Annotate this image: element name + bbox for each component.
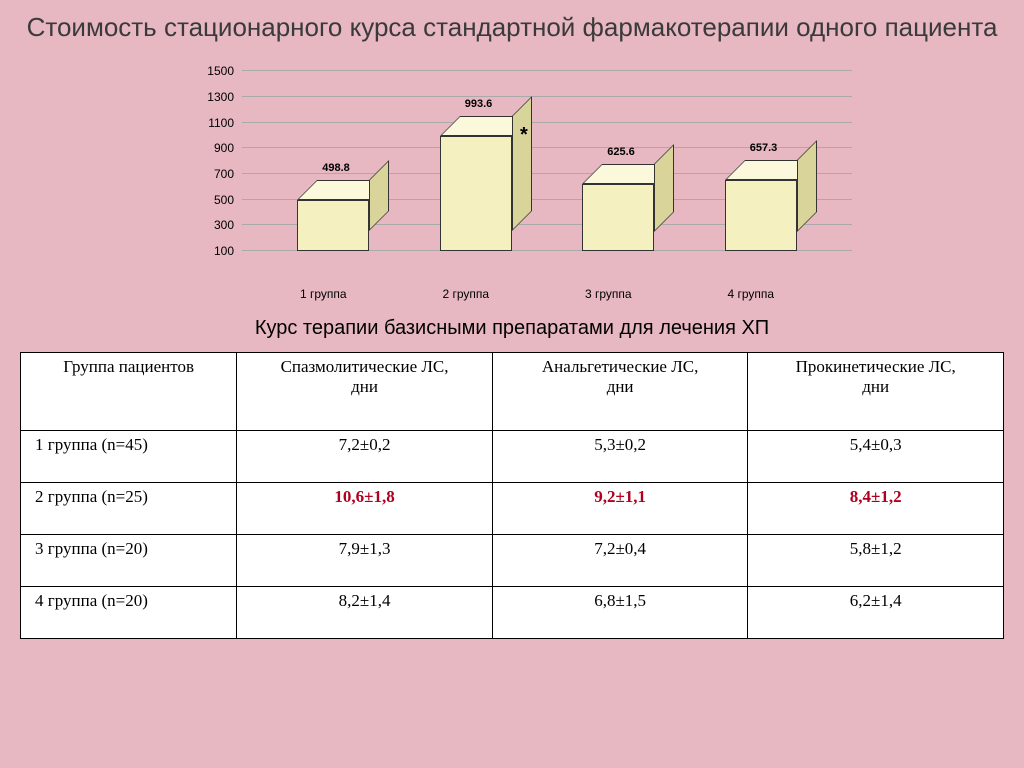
- significance-star: *: [520, 124, 528, 147]
- table-column-header: Спазмолитические ЛС,дни: [237, 353, 493, 431]
- table-header-row: Группа пациентовСпазмолитические ЛС,дниА…: [21, 353, 1004, 431]
- table-body: 1 группа (n=45)7,2±0,25,3±0,25,4±0,32 гр…: [21, 431, 1004, 639]
- bar-front: [582, 184, 654, 252]
- chart-plot: 498.8993.6*625.6657.3: [242, 61, 852, 261]
- y-tick-label: 100: [214, 244, 234, 258]
- table-row: 2 группа (n=25)10,6±1,89,2±1,18,4±1,2: [21, 483, 1004, 535]
- page-title: Стоимость стационарного курса стандартно…: [20, 12, 1004, 43]
- table-column-header: Группа пациентов: [21, 353, 237, 431]
- therapy-table: Группа пациентовСпазмолитические ЛС,дниА…: [20, 352, 1004, 639]
- table-cell: 10,6±1,8: [237, 483, 493, 535]
- slide-page: Стоимость стационарного курса стандартно…: [0, 0, 1024, 768]
- bar-side: [654, 144, 674, 232]
- bar-side: [797, 140, 817, 232]
- y-tick-label: 300: [214, 218, 234, 232]
- table-cell: 7,2±0,4: [492, 535, 748, 587]
- bar-value-label: 498.8: [322, 162, 350, 174]
- table-row: 3 группа (n=20)7,9±1,37,2±0,45,8±1,2: [21, 535, 1004, 587]
- table-subtitle: Курс терапии базисными препаратами для л…: [20, 317, 1004, 340]
- bar: 993.6*: [440, 136, 512, 251]
- bar-front: [440, 136, 512, 251]
- bar: 498.8: [297, 200, 369, 251]
- bar-side: [369, 160, 389, 231]
- y-tick-label: 1500: [207, 64, 234, 78]
- table-cell: 6,8±1,5: [492, 587, 748, 639]
- table-cell: 8,2±1,4: [237, 587, 493, 639]
- table-column-header: Прокинетические ЛС,дни: [748, 353, 1004, 431]
- bar-value-label: 625.6: [607, 146, 635, 158]
- row-label-cell: 1 группа (n=45): [21, 431, 237, 483]
- x-tick-label: 2 группа: [430, 287, 502, 301]
- bar: 657.3: [725, 180, 797, 252]
- y-tick-label: 900: [214, 141, 234, 155]
- x-tick-label: 4 группа: [715, 287, 787, 301]
- row-label-cell: 4 группа (n=20): [21, 587, 237, 639]
- row-label-cell: 2 группа (n=25): [21, 483, 237, 535]
- table-row: 4 группа (n=20)8,2±1,46,8±1,56,2±1,4: [21, 587, 1004, 639]
- x-tick-label: 1 группа: [287, 287, 359, 301]
- table-cell: 5,3±0,2: [492, 431, 748, 483]
- bar: 625.6: [582, 184, 654, 252]
- bar-chart: 100300500700900110013001500 498.8993.6*6…: [172, 61, 852, 301]
- table-cell: 5,4±0,3: [748, 431, 1004, 483]
- bar-front: [725, 180, 797, 252]
- x-axis-labels: 1 группа 2 группа 3 группа 4 группа: [242, 281, 852, 301]
- table-cell: 7,2±0,2: [237, 431, 493, 483]
- x-tick-label: 3 группа: [572, 287, 644, 301]
- table-cell: 7,9±1,3: [237, 535, 493, 587]
- y-axis: 100300500700900110013001500: [172, 71, 242, 251]
- bar-value-label: 993.6: [465, 98, 493, 110]
- row-label-cell: 3 группа (n=20): [21, 535, 237, 587]
- y-tick-label: 1300: [207, 90, 234, 104]
- table-cell: 6,2±1,4: [748, 587, 1004, 639]
- bar-front: [297, 200, 369, 251]
- bar-side: [512, 96, 532, 231]
- table-row: 1 группа (n=45)7,2±0,25,3±0,25,4±0,3: [21, 431, 1004, 483]
- bar-value-label: 657.3: [750, 142, 778, 154]
- y-tick-label: 1100: [208, 116, 234, 130]
- table-column-header: Анальгетические ЛС,дни: [492, 353, 748, 431]
- chart-area: 100300500700900110013001500 498.8993.6*6…: [172, 61, 852, 281]
- table-cell: 9,2±1,1: [492, 483, 748, 535]
- y-tick-label: 700: [214, 167, 234, 181]
- table-cell: 8,4±1,2: [748, 483, 1004, 535]
- table-cell: 5,8±1,2: [748, 535, 1004, 587]
- y-tick-label: 500: [214, 193, 234, 207]
- chart-bars: 498.8993.6*625.6657.3: [242, 71, 852, 251]
